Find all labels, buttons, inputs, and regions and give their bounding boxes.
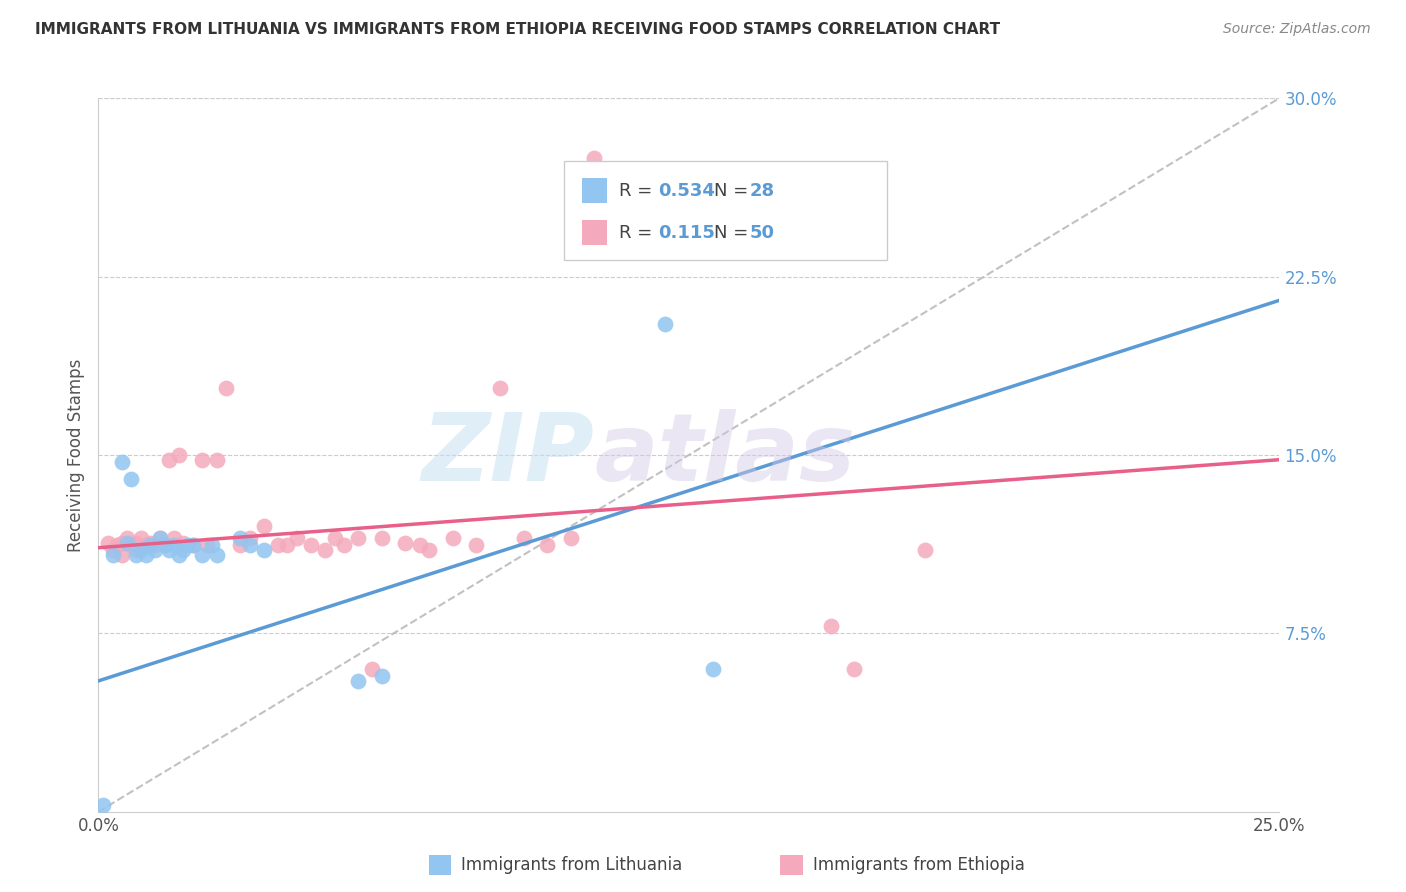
Point (157, 543, 180, 558)
Point (371, 669, 394, 683)
Point (914, 543, 936, 558)
Point (172, 543, 194, 558)
Point (371, 531, 394, 545)
Y-axis label: Receiving Food Stamps: Receiving Food Stamps (66, 359, 84, 551)
Point (702, 662, 724, 676)
Point (129, 531, 152, 545)
Point (191, 548, 214, 562)
Text: Immigrants from Lithuania: Immigrants from Lithuania (461, 856, 682, 874)
Point (129, 543, 152, 558)
Point (139, 536, 162, 550)
Point (299, 538, 322, 552)
Point (181, 538, 204, 552)
Point (347, 531, 370, 545)
Point (253, 543, 276, 558)
Point (153, 538, 176, 552)
Text: atlas: atlas (595, 409, 856, 501)
Point (101, 548, 124, 562)
Point (536, 538, 558, 552)
Point (177, 538, 200, 552)
Point (115, 536, 138, 550)
Point (560, 531, 582, 545)
Point (205, 548, 228, 562)
Text: 0.534: 0.534 (658, 182, 714, 200)
Point (441, 531, 464, 545)
Text: N =: N = (714, 182, 754, 200)
Point (135, 548, 157, 562)
Point (111, 548, 134, 562)
Point (229, 531, 252, 545)
Point (121, 472, 143, 486)
Point (149, 531, 172, 545)
Point (125, 543, 148, 558)
Point (167, 448, 190, 462)
Text: ZIP: ZIP (422, 409, 595, 501)
Point (101, 543, 124, 558)
Point (111, 455, 134, 469)
Text: 0.115: 0.115 (658, 224, 714, 242)
Point (820, 619, 842, 633)
Text: IMMIGRANTS FROM LITHUANIA VS IMMIGRANTS FROM ETHIOPIA RECEIVING FOOD STAMPS CORR: IMMIGRANTS FROM LITHUANIA VS IMMIGRANTS … (35, 22, 1000, 37)
Point (157, 452, 180, 467)
Point (394, 536, 416, 550)
Text: R =: R = (619, 182, 658, 200)
Point (253, 519, 276, 533)
Point (583, 151, 606, 165)
Point (121, 538, 143, 552)
Point (465, 538, 488, 552)
Point (239, 531, 262, 545)
Point (314, 543, 336, 558)
Text: R =: R = (619, 224, 664, 242)
Point (167, 548, 190, 562)
Point (512, 531, 534, 545)
Text: Source: ZipAtlas.com: Source: ZipAtlas.com (1223, 22, 1371, 37)
Point (143, 543, 166, 558)
Point (408, 538, 430, 552)
Point (215, 381, 238, 395)
Point (115, 531, 138, 545)
Point (149, 531, 172, 545)
Point (139, 538, 162, 552)
Point (333, 538, 356, 552)
Point (172, 536, 194, 550)
Point (323, 531, 346, 545)
Point (111, 536, 134, 550)
Point (91, 797, 114, 812)
Text: Immigrants from Ethiopia: Immigrants from Ethiopia (813, 856, 1025, 874)
Point (267, 538, 290, 552)
Point (285, 531, 308, 545)
Point (181, 538, 204, 552)
Point (654, 317, 676, 331)
Point (191, 452, 214, 467)
Point (97, 536, 120, 550)
Point (276, 538, 298, 552)
Point (125, 548, 148, 562)
Point (143, 538, 166, 552)
Point (153, 538, 176, 552)
Point (163, 538, 186, 552)
Point (361, 662, 384, 676)
Point (163, 531, 186, 545)
Point (125, 536, 148, 550)
Point (135, 538, 157, 552)
Point (205, 452, 228, 467)
Text: 50: 50 (749, 224, 775, 242)
Point (489, 381, 512, 395)
Text: 28: 28 (749, 182, 775, 200)
Text: N =: N = (714, 224, 754, 242)
Point (201, 538, 224, 552)
Point (418, 543, 440, 558)
Point (239, 538, 262, 552)
Point (105, 538, 128, 552)
Point (195, 538, 218, 552)
Point (229, 538, 252, 552)
Point (347, 673, 370, 688)
Point (844, 662, 866, 676)
